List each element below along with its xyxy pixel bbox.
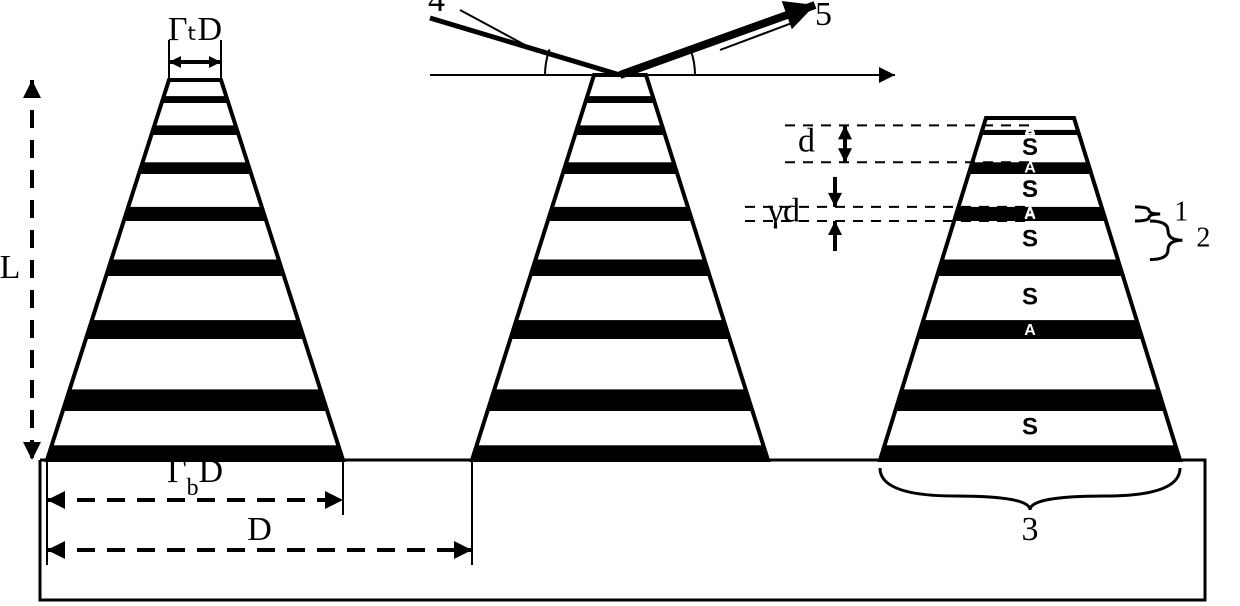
label-D: D	[247, 511, 272, 548]
cone-left	[37, 80, 353, 460]
label-2: 2	[1196, 223, 1210, 254]
svg-text:S: S	[1022, 283, 1038, 310]
label-4: 4	[428, 0, 445, 19]
dim-gtd: ΓₜD	[168, 11, 222, 80]
label-gtd: ΓₜD	[168, 11, 222, 48]
rays: 45	[428, 0, 895, 83]
label-3: 3	[1022, 511, 1039, 548]
cone-right-letters: ASASAS	[1022, 121, 1038, 252]
svg-text:S: S	[1022, 176, 1038, 203]
dim-bottom: ΓbDD	[47, 453, 472, 565]
svg-text:S: S	[1022, 226, 1038, 253]
cone-middle	[462, 75, 778, 460]
svg-text:S: S	[1022, 413, 1038, 440]
dim-L: L	[0, 80, 41, 460]
svg-text:A: A	[1024, 322, 1036, 339]
label-5: 5	[815, 0, 832, 33]
braces-1-2: 12	[1135, 196, 1210, 259]
svg-text:S: S	[1022, 134, 1038, 161]
label-gd: γd	[767, 193, 800, 230]
label-d: d	[798, 123, 815, 160]
label-L: L	[0, 249, 20, 286]
label-1: 1	[1174, 196, 1188, 227]
svg-text:A: A	[1024, 205, 1036, 222]
brace-3: 3	[880, 468, 1180, 548]
